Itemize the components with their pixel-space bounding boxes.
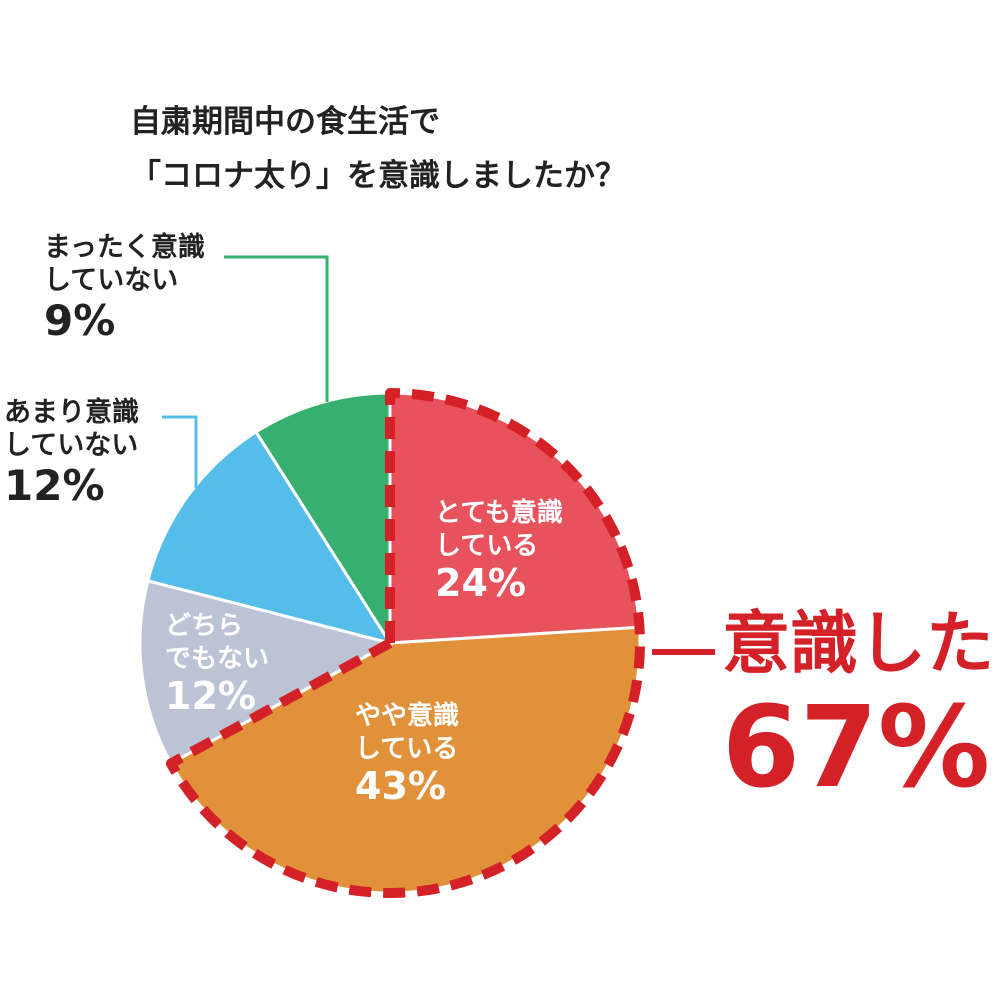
pie-slices	[138, 391, 642, 895]
label-very-line-1: とても意識	[435, 498, 563, 528]
label-none-line-2: していない	[44, 264, 179, 296]
leader-line-little	[162, 415, 198, 488]
label-neutral: どちら でもない 12%	[165, 610, 269, 719]
label-none: まったく意識 していない 9%	[44, 232, 205, 344]
label-neutral-value: 12%	[165, 674, 256, 718]
label-neutral-line-2: でもない	[165, 643, 270, 674]
label-somewhat-line-1: やや意識	[355, 701, 460, 731]
label-somewhat-line-2: している	[355, 733, 459, 764]
label-little-line-2: していない	[4, 429, 139, 461]
label-none-value: 9%	[44, 295, 116, 345]
pie-slice-little	[146, 429, 394, 646]
label-somewhat: やや意識 している 43%	[355, 700, 459, 809]
label-neutral-line-1: どちら	[165, 611, 244, 641]
label-very: とても意識 している 24%	[435, 497, 563, 606]
label-somewhat-value: 43%	[355, 764, 446, 808]
label-none-line-1: まったく意識	[44, 232, 205, 263]
pie-slice-neutral	[138, 579, 395, 766]
label-very-value: 24%	[435, 561, 526, 605]
label-very-line-2: している	[435, 530, 539, 561]
leader-lines	[162, 255, 715, 655]
highlight-label: 意識した	[722, 605, 995, 684]
highlight-summary: 意識した 67%	[722, 605, 995, 813]
chart-title-line-1: 自粛期間中の食生活で	[130, 104, 440, 140]
highlight-value: 67%	[722, 682, 991, 813]
label-little: あまり意識 していない 12%	[4, 397, 139, 509]
label-little-line-1: あまり意識	[4, 397, 139, 428]
label-little-value: 12%	[4, 460, 105, 510]
pie-slice-none	[253, 391, 392, 649]
leader-line-none	[224, 255, 329, 402]
chart-title-line-2: 「コロナ太り」を意識しましたか？	[130, 158, 626, 194]
